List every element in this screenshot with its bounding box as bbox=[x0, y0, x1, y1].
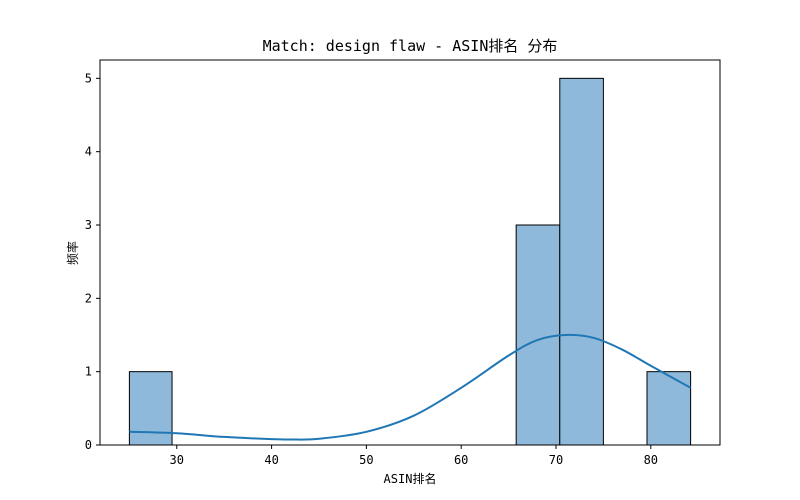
x-axis-label: ASIN排名 bbox=[384, 471, 437, 486]
histogram-bar-9 bbox=[515, 224, 561, 446]
kde-line bbox=[129, 333, 692, 441]
x-axis-ticks: 30 40 50 60 70 80 bbox=[170, 445, 658, 467]
histogram-bar-0 bbox=[128, 371, 173, 446]
plot-frame bbox=[99, 59, 721, 446]
histogram-bar-12 bbox=[646, 371, 692, 446]
y-axis-label: 频率 bbox=[65, 241, 80, 265]
y-tick-label: 2 bbox=[85, 291, 92, 305]
y-tick-label: 4 bbox=[85, 145, 92, 159]
y-axis-ticks: 0 1 2 3 4 5 bbox=[85, 71, 100, 452]
x-tick-label: 50 bbox=[359, 453, 373, 467]
chart-title: Match: design flaw - ASIN排名 分布 bbox=[263, 37, 558, 55]
x-tick-label: 30 bbox=[170, 453, 184, 467]
y-tick-label: 0 bbox=[85, 438, 92, 452]
bars-layer bbox=[128, 77, 692, 446]
x-tick-label: 60 bbox=[454, 453, 468, 467]
y-tick-label: 5 bbox=[85, 71, 92, 85]
x-tick-label: 40 bbox=[264, 453, 278, 467]
x-tick-label: 70 bbox=[549, 453, 563, 467]
y-tick-label: 3 bbox=[85, 218, 92, 232]
y-tick-label: 1 bbox=[85, 365, 92, 379]
histogram-bar-10 bbox=[559, 77, 604, 446]
x-tick-label: 80 bbox=[644, 453, 658, 467]
